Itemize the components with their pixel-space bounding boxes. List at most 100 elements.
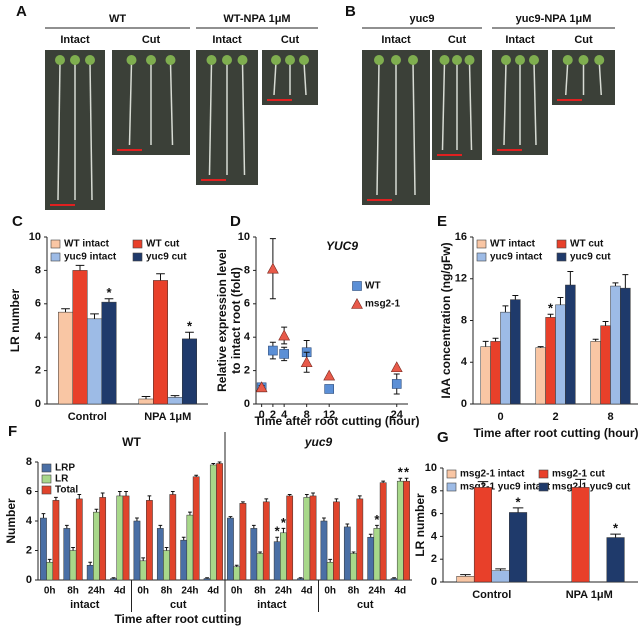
column-label: Intact bbox=[212, 34, 242, 46]
root bbox=[598, 61, 602, 96]
error-bar bbox=[124, 491, 128, 496]
legend-label: msg2-1 yuc9 intact bbox=[460, 482, 551, 493]
point bbox=[268, 345, 278, 356]
legend-swatch bbox=[41, 463, 52, 473]
legend-label: LR bbox=[55, 474, 69, 485]
error-bar bbox=[368, 533, 373, 538]
bar bbox=[233, 566, 241, 581]
bar bbox=[72, 270, 88, 405]
y-tick-label: 4 bbox=[431, 530, 438, 542]
leaf bbox=[146, 55, 156, 65]
x-tick-label: 8h bbox=[67, 586, 79, 597]
bar bbox=[491, 570, 510, 583]
x-tick-label: 0 bbox=[497, 411, 503, 423]
column-label: Cut bbox=[281, 34, 300, 46]
x-tick-label: 0h bbox=[137, 586, 149, 597]
error-bar bbox=[41, 513, 46, 519]
error-bar bbox=[264, 498, 269, 502]
legend-swatch bbox=[41, 474, 52, 484]
subgroup-label: intact bbox=[70, 599, 100, 611]
subgroup-label: intact bbox=[257, 599, 287, 611]
legend-label: yuc9 intact bbox=[64, 252, 117, 263]
column-label: Intact bbox=[60, 34, 90, 46]
column-label: Cut bbox=[142, 34, 161, 46]
group-title: yuc9 bbox=[409, 13, 434, 25]
error-bar bbox=[135, 517, 139, 521]
legend-label: yuc9 intact bbox=[490, 252, 543, 263]
group-title: WT-NPA 1μM bbox=[223, 13, 290, 25]
error-bar bbox=[311, 492, 315, 496]
y-tick-label: 2 bbox=[431, 553, 437, 565]
bar bbox=[139, 560, 147, 581]
error-bar bbox=[194, 474, 199, 477]
leaf bbox=[452, 55, 462, 65]
error-bar bbox=[557, 297, 564, 305]
y-tick-label: 2 bbox=[35, 365, 41, 377]
significance-mark: * bbox=[374, 512, 380, 527]
bar bbox=[490, 341, 501, 405]
root bbox=[128, 61, 133, 146]
point bbox=[324, 384, 334, 394]
bar bbox=[69, 550, 77, 581]
x-axis-label: Time after root cutting (hour) bbox=[473, 426, 638, 440]
error-bar bbox=[281, 527, 286, 533]
point bbox=[300, 356, 313, 368]
error-bar bbox=[567, 270, 574, 286]
x-tick-label: 4d bbox=[114, 586, 126, 597]
root bbox=[89, 61, 93, 201]
leaf bbox=[391, 55, 401, 65]
significance-mark: * bbox=[516, 494, 522, 509]
legend-swatch bbox=[50, 252, 61, 262]
y-tick-label: 2 bbox=[244, 365, 250, 377]
y-tick-label: 2 bbox=[26, 544, 32, 556]
error-bar bbox=[512, 294, 519, 300]
bar bbox=[510, 299, 521, 405]
error-bar bbox=[75, 264, 85, 271]
significance-mark: * bbox=[398, 465, 404, 480]
y-tick-label: 0 bbox=[461, 398, 467, 410]
bar bbox=[350, 553, 357, 581]
bar bbox=[58, 311, 74, 405]
legend-label: WT bbox=[365, 281, 381, 292]
group-title: WT bbox=[109, 13, 126, 25]
legend-label: LRP bbox=[55, 463, 75, 474]
bar bbox=[133, 520, 141, 581]
error-bar bbox=[375, 524, 379, 529]
bar bbox=[600, 325, 611, 405]
bar bbox=[303, 497, 311, 581]
y-tick-label: 6 bbox=[26, 485, 32, 497]
error-bar bbox=[322, 517, 326, 521]
bar bbox=[396, 480, 404, 581]
y-tick-label: 10 bbox=[238, 231, 250, 243]
column-label: Cut bbox=[574, 34, 593, 46]
error-bar bbox=[104, 298, 114, 303]
bar bbox=[75, 498, 83, 581]
x-tick-label: 4 bbox=[281, 409, 288, 421]
leaf bbox=[70, 55, 80, 65]
root bbox=[565, 61, 569, 96]
leaf bbox=[271, 55, 281, 65]
error-bar bbox=[477, 481, 489, 488]
x-tick-label: 0h bbox=[44, 586, 56, 597]
bar bbox=[606, 537, 625, 583]
error-bar bbox=[205, 577, 209, 579]
leaf bbox=[222, 55, 232, 65]
leaf bbox=[578, 55, 589, 65]
root bbox=[376, 61, 380, 196]
root bbox=[273, 61, 277, 96]
error-bar bbox=[381, 480, 386, 483]
bar bbox=[169, 494, 177, 581]
bar bbox=[379, 482, 387, 581]
legend-marker bbox=[352, 281, 362, 291]
y-axis-label: Relative expression level bbox=[215, 249, 229, 392]
error-bar bbox=[328, 558, 333, 563]
legend-swatch bbox=[446, 469, 457, 479]
error-bar bbox=[392, 577, 396, 579]
legend-marker bbox=[351, 297, 363, 309]
leaf bbox=[439, 55, 450, 65]
bar bbox=[480, 346, 491, 405]
error-bar bbox=[100, 492, 105, 498]
bar bbox=[590, 341, 601, 405]
legend-swatch bbox=[476, 239, 487, 249]
leaf bbox=[285, 55, 295, 65]
